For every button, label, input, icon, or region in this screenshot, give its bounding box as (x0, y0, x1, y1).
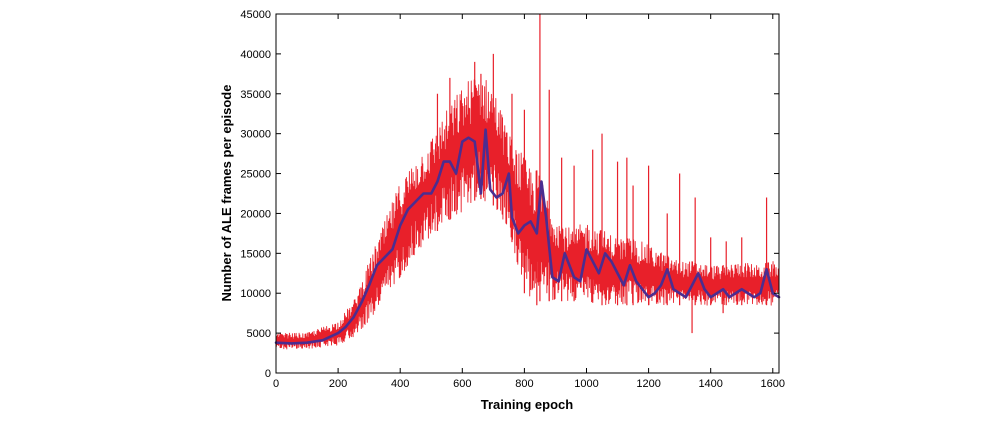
x-tick-label: 1400 (698, 378, 722, 390)
y-tick-label: 15000 (240, 248, 271, 260)
y-tick-label: 40000 (240, 49, 271, 61)
x-axis-title: Training epoch (481, 397, 574, 412)
smoothed-series-line (274, 128, 781, 345)
x-tick-label: 600 (453, 378, 471, 390)
x-tick-label: 1200 (636, 378, 660, 390)
y-tick-label: 35000 (240, 89, 271, 101)
raw-series-group (276, 14, 779, 350)
y-tick-label: 25000 (240, 169, 271, 181)
y-tick-label: 10000 (240, 288, 271, 300)
x-tick-label: 1600 (761, 378, 785, 390)
y-tick-label: 30000 (240, 129, 271, 141)
x-tick-label: 0 (273, 378, 279, 390)
x-tick-label: 800 (515, 378, 533, 390)
plot-frame (275, 13, 780, 374)
y-axis-title: Number of ALE frames per episode (219, 85, 234, 302)
y-tick-label: 5000 (247, 328, 271, 340)
y-tick-label: 20000 (240, 208, 271, 220)
raw-series-line (276, 79, 779, 350)
x-tick-label: 400 (391, 378, 409, 390)
x-tick-label: 200 (329, 378, 347, 390)
y-tick-label: 45000 (240, 9, 271, 21)
y-tick-label: 0 (265, 368, 271, 380)
x-tick-label: 1000 (574, 378, 598, 390)
